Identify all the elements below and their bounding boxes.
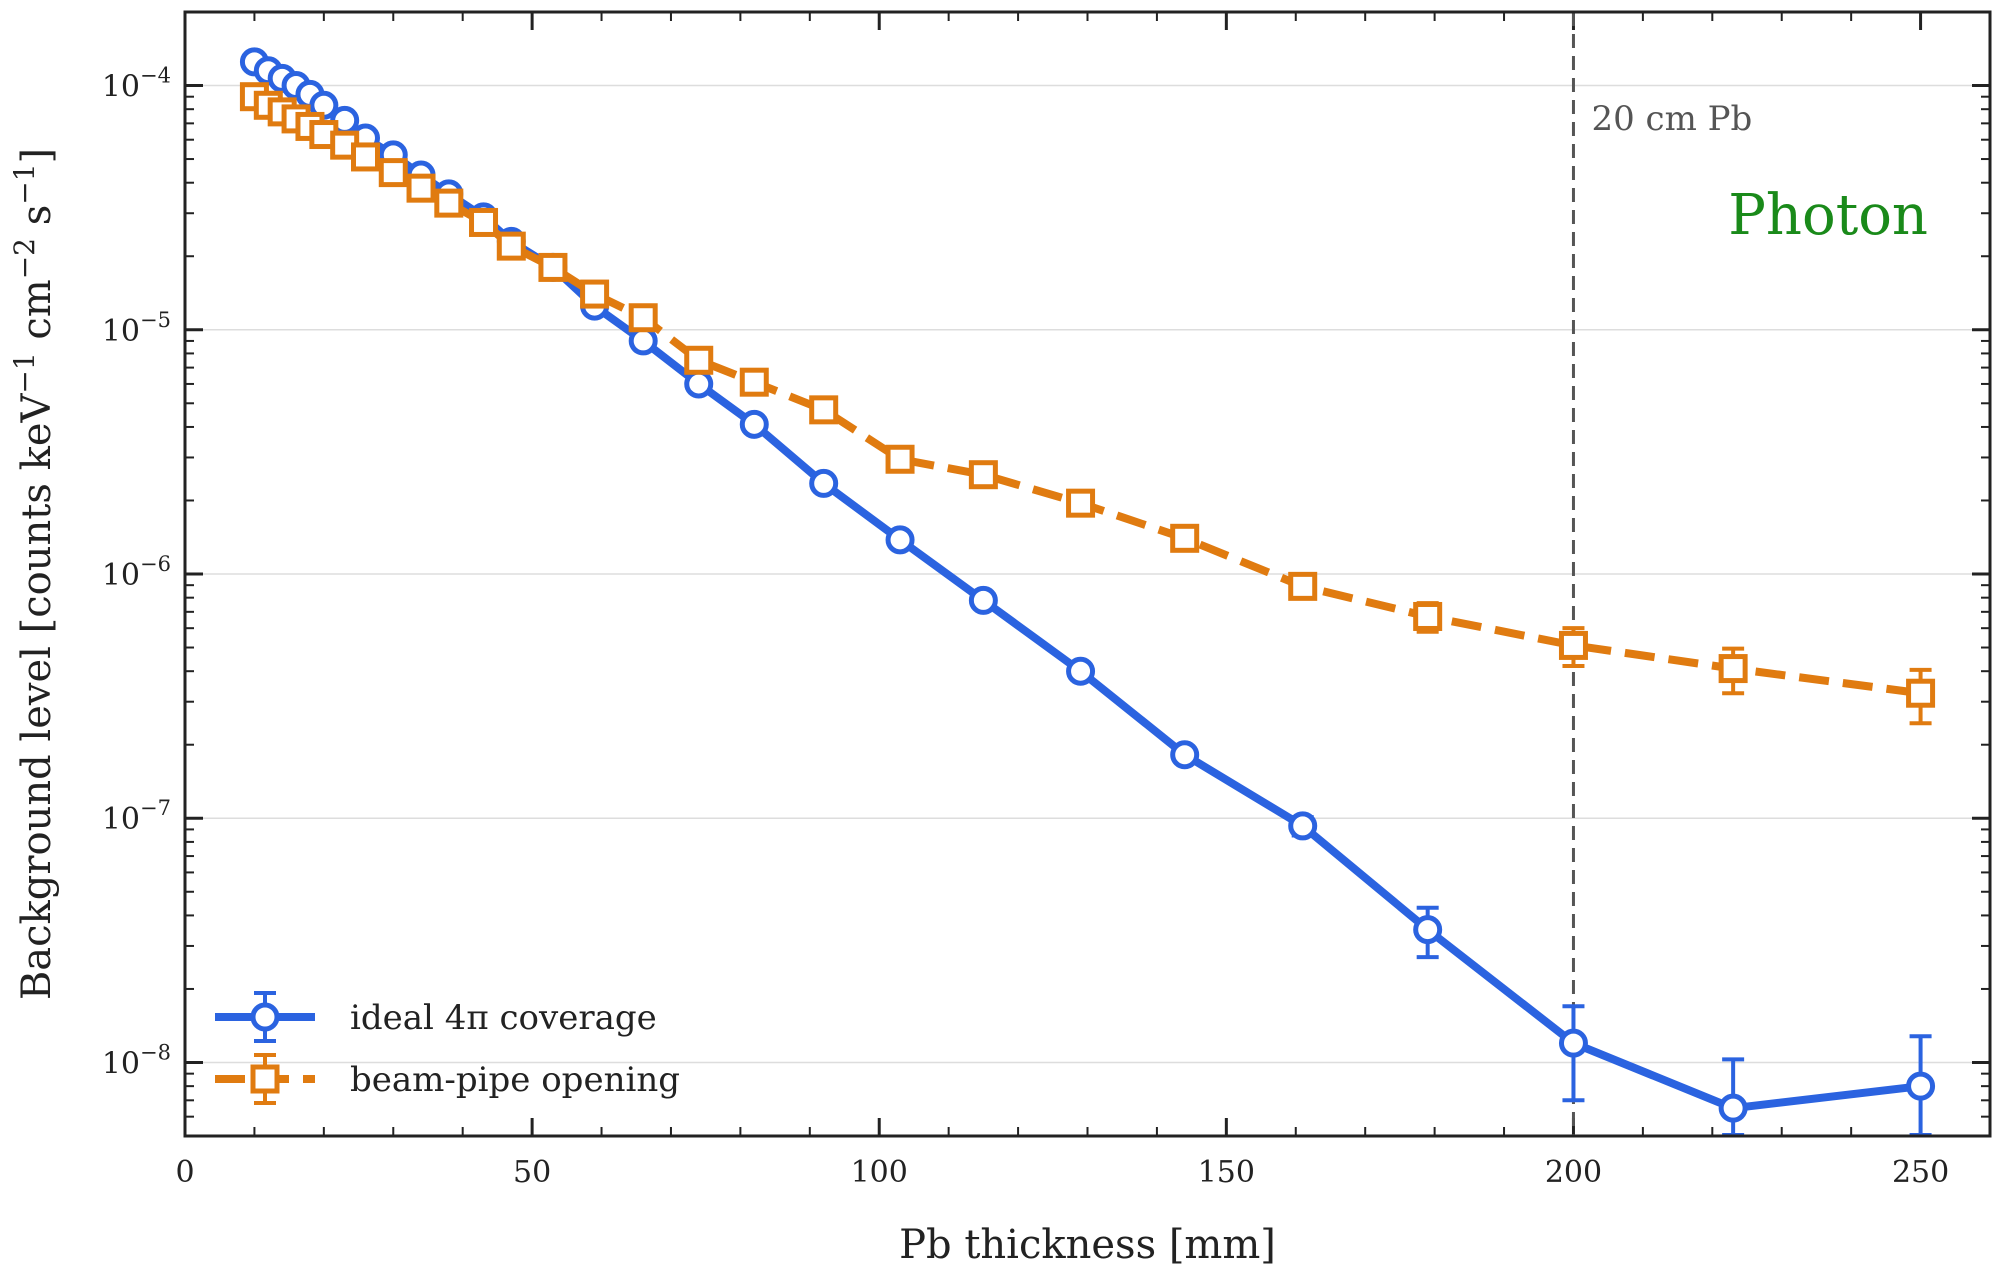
y-tick-label: 10−4 — [102, 64, 171, 105]
y-tick-label: 10−8 — [102, 1040, 171, 1081]
x-tick-label: 0 — [175, 1155, 194, 1190]
data-point — [968, 585, 998, 615]
series-beam-pipe-opening — [239, 82, 1936, 726]
legend-label: beam-pipe opening — [350, 1060, 680, 1100]
data-point — [739, 409, 769, 439]
data-point — [1288, 811, 1318, 841]
data-point — [496, 231, 526, 261]
series-layer — [239, 47, 1936, 1137]
data-point — [968, 460, 998, 490]
data-point — [1906, 678, 1936, 708]
data-point — [739, 367, 769, 397]
data-point — [1558, 1028, 1588, 1058]
data-point — [434, 188, 464, 218]
data-point — [1288, 571, 1318, 601]
legend-entry: beam-pipe opening — [215, 1053, 680, 1105]
data-point — [628, 303, 658, 333]
data-point — [809, 468, 839, 498]
x-axis: 0 50 100 150 200 250 — [175, 12, 1949, 1190]
legend-entry: ideal 4π coverage — [215, 991, 657, 1043]
data-point — [809, 395, 839, 425]
data-point — [684, 345, 714, 375]
photon-annotation: Photon — [1728, 183, 1928, 248]
x-tick-label: 250 — [1892, 1155, 1949, 1190]
data-point — [684, 369, 714, 399]
data-point — [1170, 523, 1200, 553]
data-point — [1066, 488, 1096, 518]
legend-label: ideal 4π coverage — [350, 998, 657, 1038]
series-line — [252, 93, 1922, 698]
data-point — [538, 252, 568, 282]
data-point — [885, 444, 915, 474]
x-tick-label: 200 — [1545, 1155, 1602, 1190]
data-point — [1413, 915, 1443, 945]
data-point — [1718, 1093, 1748, 1123]
grid — [185, 84, 1990, 1064]
vline-annotation: 20 cm Pb — [1591, 99, 1752, 139]
y-tick-label: 10−6 — [102, 552, 171, 593]
data-point — [378, 158, 408, 188]
legend-marker — [250, 1064, 280, 1094]
series-line — [252, 58, 1922, 1113]
y-axis-title: Background level [counts keV−1 cm−2 s−1] — [8, 148, 61, 1000]
x-tick-label: 50 — [513, 1155, 551, 1190]
y-tick-label: 10−5 — [102, 308, 171, 349]
y-tick-label: 10−7 — [102, 796, 171, 837]
data-point — [1066, 656, 1096, 686]
data-point — [351, 142, 380, 172]
legend-marker — [250, 1002, 280, 1032]
data-point — [628, 326, 658, 356]
data-point — [469, 207, 499, 237]
data-point — [1413, 601, 1443, 631]
data-point — [1558, 630, 1588, 660]
data-point — [580, 279, 610, 309]
x-axis-title: Pb thickness [mm] — [899, 1222, 1276, 1268]
plot-frame — [183, 10, 1992, 1138]
data-point — [1906, 1071, 1936, 1101]
x-tick-label: 100 — [851, 1155, 908, 1190]
data-point — [406, 173, 436, 203]
data-point — [1718, 654, 1748, 684]
x-tick-label: 150 — [1198, 1155, 1255, 1190]
legend: ideal 4π coverage beam-pipe opening — [215, 991, 680, 1105]
data-point — [885, 525, 915, 555]
data-point — [1170, 740, 1200, 770]
